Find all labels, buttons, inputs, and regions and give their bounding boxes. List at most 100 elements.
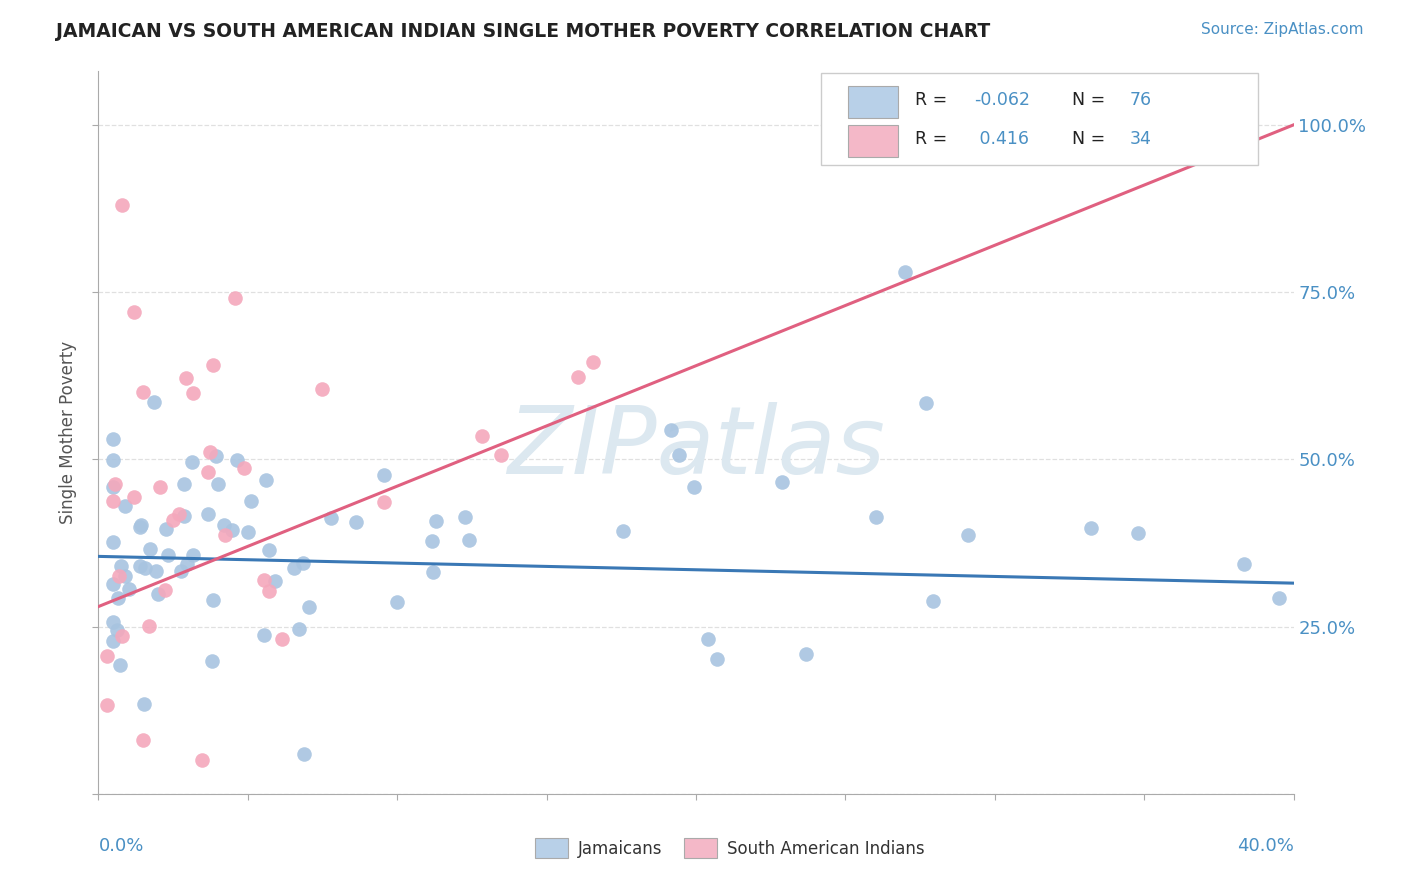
Point	[96, 649, 118, 664]
Point	[240, 493, 263, 508]
Point	[344, 516, 367, 530]
Point	[132, 385, 155, 400]
Point	[207, 477, 229, 491]
Point	[197, 465, 219, 479]
Text: 0.0%: 0.0%	[98, 838, 143, 855]
Point	[105, 623, 128, 637]
Point	[233, 461, 256, 475]
Point	[143, 395, 166, 409]
Point	[170, 564, 193, 578]
FancyBboxPatch shape	[534, 838, 568, 858]
Point	[254, 473, 277, 487]
FancyBboxPatch shape	[685, 838, 717, 858]
Point	[373, 495, 395, 509]
Point	[134, 698, 156, 712]
Point	[271, 632, 294, 646]
Point	[253, 573, 276, 587]
Point	[252, 628, 274, 642]
Point	[129, 518, 152, 533]
Point	[668, 448, 690, 462]
Point	[212, 517, 235, 532]
Point	[118, 582, 141, 596]
Point	[291, 556, 314, 570]
Point	[706, 651, 728, 665]
Point	[238, 524, 260, 539]
Point	[659, 423, 682, 437]
Text: JAMAICAN VS SOUTH AMERICAN INDIAN SINGLE MOTHER POVERTY CORRELATION CHART: JAMAICAN VS SOUTH AMERICAN INDIAN SINGLE…	[56, 22, 990, 41]
Point	[682, 480, 704, 494]
Point	[162, 513, 184, 527]
Point	[567, 370, 589, 384]
Point	[103, 453, 125, 467]
Point	[103, 477, 125, 491]
Point	[149, 480, 172, 494]
Point	[1267, 591, 1289, 606]
Point	[111, 198, 134, 212]
Point	[173, 508, 195, 523]
Point	[201, 359, 224, 373]
Point	[422, 565, 444, 579]
Point	[96, 698, 118, 712]
Point	[153, 583, 176, 598]
Point	[257, 542, 280, 557]
Point	[287, 623, 309, 637]
Text: R =: R =	[915, 130, 952, 148]
Point	[794, 647, 817, 661]
Point	[921, 593, 943, 607]
Point	[108, 657, 131, 672]
Text: South American Indians: South American Indians	[727, 839, 925, 858]
Point	[197, 508, 219, 522]
Point	[103, 480, 125, 494]
Point	[257, 584, 280, 599]
Point	[373, 467, 395, 482]
Point	[103, 577, 125, 591]
Point	[103, 634, 125, 648]
Point	[180, 455, 202, 469]
Point	[612, 524, 634, 538]
Point	[489, 448, 512, 462]
Point	[114, 569, 136, 583]
Point	[122, 490, 145, 504]
Point	[101, 494, 124, 508]
Point	[915, 396, 938, 410]
Point	[582, 354, 605, 368]
Point	[311, 382, 333, 396]
Point	[298, 600, 321, 615]
Text: N =: N =	[1073, 130, 1111, 148]
Point	[283, 561, 305, 575]
Point	[103, 432, 125, 446]
Point	[129, 559, 152, 574]
Point	[201, 653, 224, 667]
Point	[319, 511, 342, 525]
Point	[107, 591, 129, 605]
Point	[155, 522, 177, 536]
Point	[176, 557, 198, 571]
Point	[1232, 557, 1254, 571]
Point	[225, 453, 247, 467]
Point	[770, 475, 793, 490]
Text: Source: ZipAtlas.com: Source: ZipAtlas.com	[1201, 22, 1364, 37]
Text: 76: 76	[1130, 92, 1152, 110]
Point	[181, 386, 204, 401]
Point	[214, 527, 236, 541]
Point	[146, 587, 169, 601]
Point	[1080, 520, 1102, 534]
Text: R =: R =	[915, 92, 952, 110]
Point	[103, 535, 125, 549]
Point	[198, 445, 221, 459]
Point	[425, 514, 447, 528]
Point	[956, 528, 979, 542]
Point	[191, 753, 214, 767]
Point	[202, 592, 225, 607]
FancyBboxPatch shape	[821, 73, 1258, 165]
Point	[114, 499, 136, 513]
Y-axis label: Single Mother Poverty: Single Mother Poverty	[59, 341, 77, 524]
Text: -0.062: -0.062	[974, 92, 1031, 110]
Point	[145, 564, 167, 578]
Point	[157, 548, 180, 562]
Point	[132, 733, 155, 747]
Point	[176, 370, 198, 384]
Point	[108, 569, 131, 583]
Point	[385, 595, 408, 609]
Point	[696, 632, 718, 646]
